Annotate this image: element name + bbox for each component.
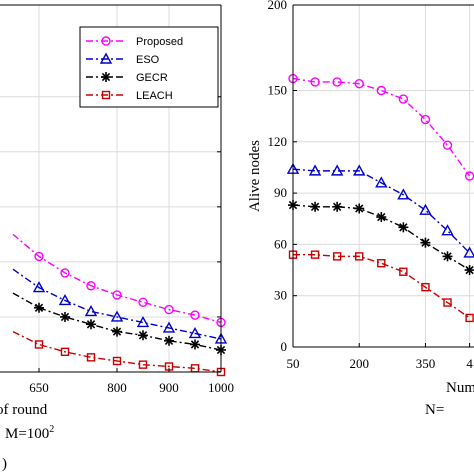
left-point-eso-6 — [162, 321, 176, 333]
left-xlabel-note: M=1002 — [5, 424, 54, 442]
right-xlabel-note: N= — [425, 402, 444, 418]
left-point-proposed-5 — [138, 297, 148, 307]
left-point-proposed-6 — [164, 304, 174, 315]
left-point-eso-1 — [32, 281, 46, 293]
left-series-line-leach — [12, 331, 222, 373]
left-point-leach-5 — [138, 360, 148, 369]
left-point-eso-7 — [188, 327, 202, 339]
left-point-proposed-1 — [34, 251, 44, 262]
right-point-leach-5 — [399, 267, 408, 276]
left-point-leach-3 — [86, 353, 96, 362]
right-point-leach-3 — [355, 252, 364, 261]
right-point-proposed-3 — [354, 78, 364, 89]
right-series-line-proposed — [292, 77, 471, 177]
left-point-eso-2 — [58, 293, 72, 306]
right-point-leach-1 — [310, 250, 320, 259]
right-point-proposed-7 — [442, 140, 453, 150]
right-point-leach-4 — [377, 259, 386, 268]
right-series-line-eso — [292, 168, 471, 254]
left-series-line-proposed — [12, 233, 222, 324]
right-point-eso-2 — [330, 164, 344, 176]
left-point-proposed-3 — [86, 281, 96, 291]
left-point-gecr-7 — [190, 339, 200, 350]
right-point-eso-6 — [419, 203, 432, 215]
left-point-eso-4 — [110, 310, 124, 322]
right-point-gecr-6 — [420, 237, 431, 248]
right-ylabel: Alive nodes — [247, 140, 263, 212]
left-xtick-label-1: 800 — [107, 380, 127, 395]
right-ytick-label-2: 60 — [274, 236, 287, 251]
left-point-gecr-1 — [34, 302, 44, 313]
right-ytick-label-3: 90 — [274, 185, 287, 200]
right-ytick-label-5: 150 — [268, 83, 288, 98]
right-point-leach-2 — [332, 252, 342, 261]
right-point-leach-7 — [443, 298, 452, 307]
right-point-leach-6 — [421, 282, 430, 292]
left-series-line-eso — [12, 268, 222, 340]
left-point-gecr-6 — [164, 335, 174, 346]
right-point-proposed-1 — [310, 77, 320, 87]
legend-marker-proposed — [101, 36, 111, 46]
right-xlabel: Num — [446, 380, 474, 396]
right-point-eso-1 — [308, 164, 322, 176]
left-point-gecr-5 — [138, 330, 148, 341]
right-point-gecr-2 — [332, 201, 343, 212]
right-point-proposed-6 — [420, 114, 431, 125]
left-point-leach-2 — [60, 347, 70, 357]
right-ytick-label-6: 200 — [268, 0, 288, 12]
legend-label-gecr: GECR — [136, 72, 168, 84]
right-point-proposed-5 — [398, 94, 409, 104]
right-ytick-label-1: 30 — [274, 288, 287, 303]
right-point-eso-8 — [463, 246, 474, 258]
left-point-eso-5 — [136, 316, 150, 328]
right-ytick-label-0: 0 — [281, 339, 288, 354]
left-point-gecr-2 — [60, 311, 70, 322]
right-point-gecr-5 — [398, 222, 409, 233]
right-ytick-label-4: 120 — [268, 134, 288, 149]
left-point-gecr-4 — [112, 326, 122, 337]
left-point-proposed-4 — [112, 290, 122, 300]
legend-marker-eso — [99, 52, 113, 64]
left-xtick-label-3: 1000 — [208, 380, 234, 395]
right-point-eso-3 — [353, 164, 366, 176]
right-point-leach-8 — [465, 313, 474, 323]
legend-label-eso: ESO — [136, 54, 160, 66]
legend-marker-leach — [101, 90, 111, 100]
right-point-gecr-8 — [464, 265, 474, 276]
legend-label-proposed: Proposed — [136, 36, 183, 48]
left-point-leach-1 — [34, 340, 44, 349]
right-point-eso-4 — [375, 176, 388, 188]
left-point-gecr-3 — [86, 319, 96, 330]
right-point-gecr-4 — [376, 212, 387, 223]
right-point-eso-7 — [441, 224, 454, 236]
right-point-eso-5 — [397, 188, 410, 200]
right-xtick-label-3: 4 — [466, 356, 473, 371]
right-point-gecr-7 — [442, 251, 453, 262]
left-point-proposed-2 — [60, 268, 70, 278]
right-xtick-label-2: 350 — [416, 356, 436, 371]
right-xtick-label-0: 50 — [287, 356, 300, 371]
right-xtick-label-1: 200 — [349, 356, 369, 371]
right-point-proposed-4 — [376, 85, 386, 96]
left-xlabel: of round — [0, 402, 48, 418]
right-point-gecr-1 — [310, 201, 321, 212]
left-panel-label: ) — [2, 456, 7, 472]
left-xtick-label-0: 650 — [29, 380, 49, 395]
legend-marker-gecr — [101, 72, 111, 82]
legend-label-leach: LEACH — [136, 90, 173, 102]
right-point-proposed-2 — [332, 77, 342, 87]
left-point-eso-3 — [84, 305, 98, 317]
left-point-proposed-7 — [190, 310, 200, 320]
right-point-gecr-3 — [354, 203, 365, 214]
left-point-leach-4 — [112, 356, 122, 366]
left-xtick-label-2: 900 — [159, 380, 179, 395]
right-series-line-leach — [293, 253, 470, 319]
